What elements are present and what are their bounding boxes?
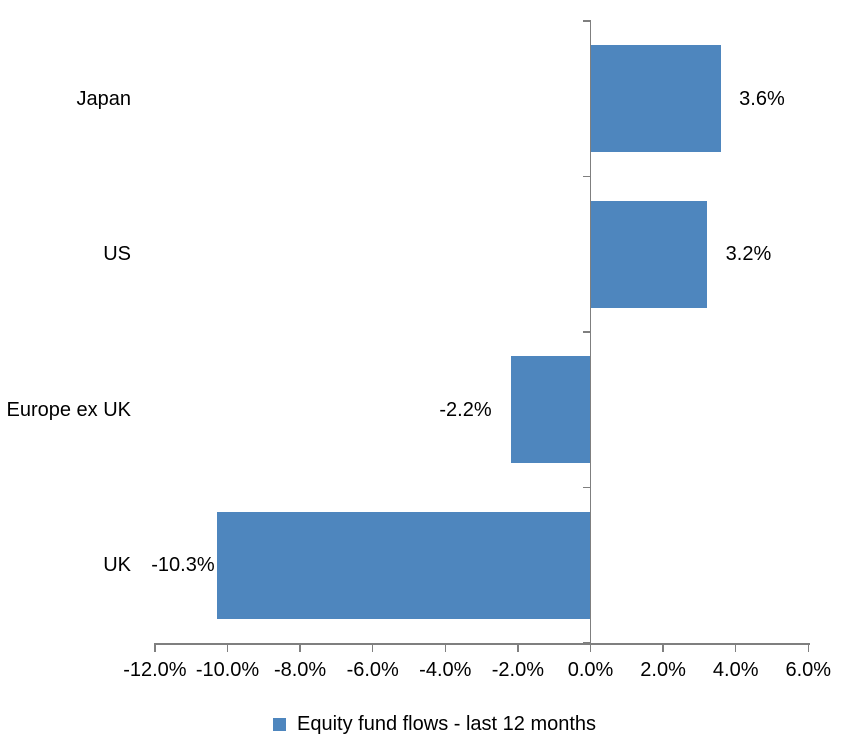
value-axis-tick-label: -8.0% [273,659,327,681]
category-axis-tick [582,642,591,644]
value-axis-tick-label: -10.0% [195,659,260,681]
value-axis-tick-label: 2.0% [640,659,686,681]
data-label: -2.2% [439,398,492,421]
category-axis-tick [582,331,591,333]
value-axis-tick [517,643,519,652]
category-label: Japan [76,87,132,110]
value-axis-tick [154,643,156,652]
category-axis-tick [582,20,591,22]
value-axis-tick-label: 6.0% [785,659,832,681]
value-axis-tick [589,643,592,652]
value-axis-tick-label: 0.0% [567,659,614,681]
value-axis-tick [807,643,810,652]
category-axis-tick [582,175,591,178]
value-axis-tick [444,643,447,652]
legend-swatch-icon [273,717,286,731]
value-axis-tick-label: 4.0% [712,659,759,681]
value-axis-tick [299,643,301,652]
value-axis-tick-label: -6.0% [346,659,399,681]
value-axis-tick-label: -12.0% [123,659,187,681]
legend: Equity fund flows - last 12 months [273,711,596,737]
bar [590,200,707,308]
value-axis-tick [734,643,737,652]
value-axis-tick [662,643,664,652]
legend-label: Equity fund flows - last 12 months [297,713,597,735]
data-label: 3.6% [739,87,785,110]
data-label: 3.2% [725,243,772,266]
value-axis-tick-label: -4.0% [419,659,472,681]
category-axis-line [589,21,592,643]
bar [510,356,591,464]
category-label: UK [103,554,131,577]
category-label: Europe ex UK [6,398,131,421]
value-axis-tick [371,643,374,652]
value-axis-line [154,643,810,645]
data-label: -10.3% [151,554,215,577]
bar [216,511,591,619]
bar [590,45,722,153]
value-axis-tick [226,643,229,652]
category-label: US [103,243,131,266]
value-axis-tick-label: -2.0% [491,659,545,681]
category-axis-tick [582,486,591,489]
